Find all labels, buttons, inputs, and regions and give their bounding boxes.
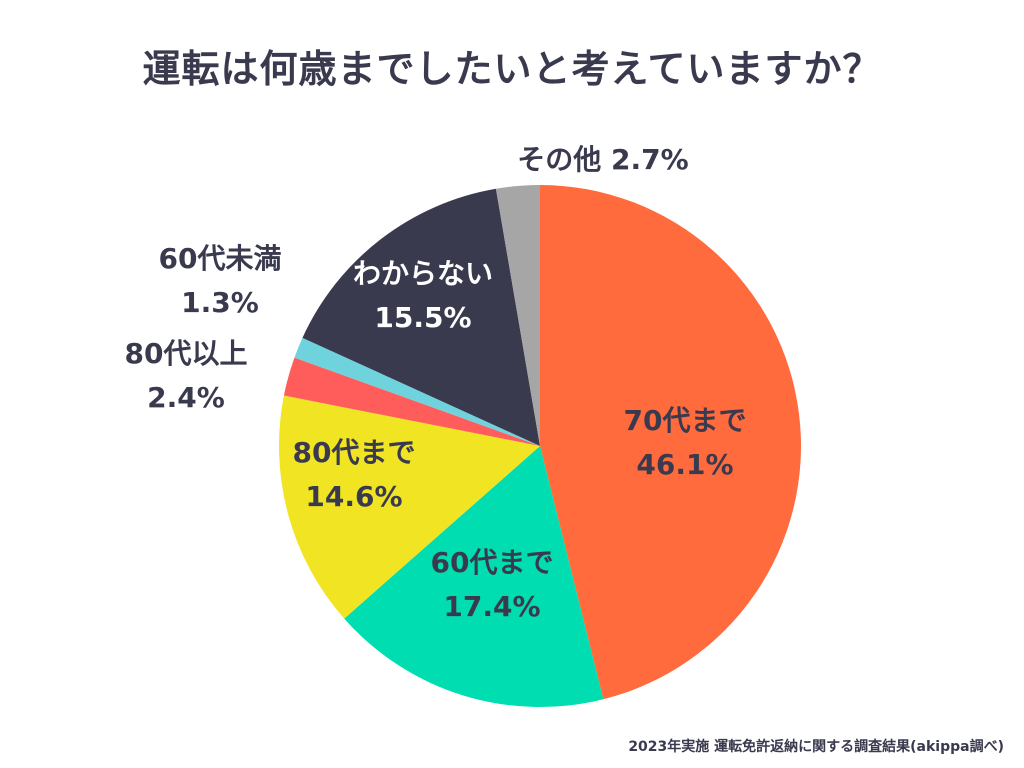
slice-label-value: 2.4% [147, 381, 225, 414]
slice-label-value: 1.3% [181, 286, 259, 319]
pie-slice [283, 357, 540, 446]
slice-label-name: 70代まで [624, 404, 747, 437]
pie-slice [278, 395, 540, 619]
slice-label-name: わからない [353, 257, 493, 290]
slice-label-value: 14.6% [305, 480, 402, 513]
slice-label-name: 80代まで [293, 436, 416, 469]
slice-label-value: 17.4% [443, 590, 540, 623]
source-note: 2023年実施 運転免許返納に関する調査結果(akippa調べ) [628, 739, 1004, 755]
slice-label: その他 2.7% [517, 143, 688, 176]
pie-slice [302, 188, 540, 446]
slice-label-value: 46.1% [636, 448, 733, 481]
pie-slice [540, 185, 802, 700]
pie-slice [294, 337, 540, 446]
slice-label-name: 60代まで [431, 546, 554, 579]
pie-slice [344, 446, 604, 707]
slice-label-name: 60代未満 [159, 242, 282, 275]
chart-title: 運転は何歳までしたいと考えていますか？ [142, 47, 882, 91]
slice-label-name: 80代以上 [125, 337, 248, 370]
slice-label-value: 15.5% [374, 301, 471, 334]
pie-slice [495, 185, 540, 446]
